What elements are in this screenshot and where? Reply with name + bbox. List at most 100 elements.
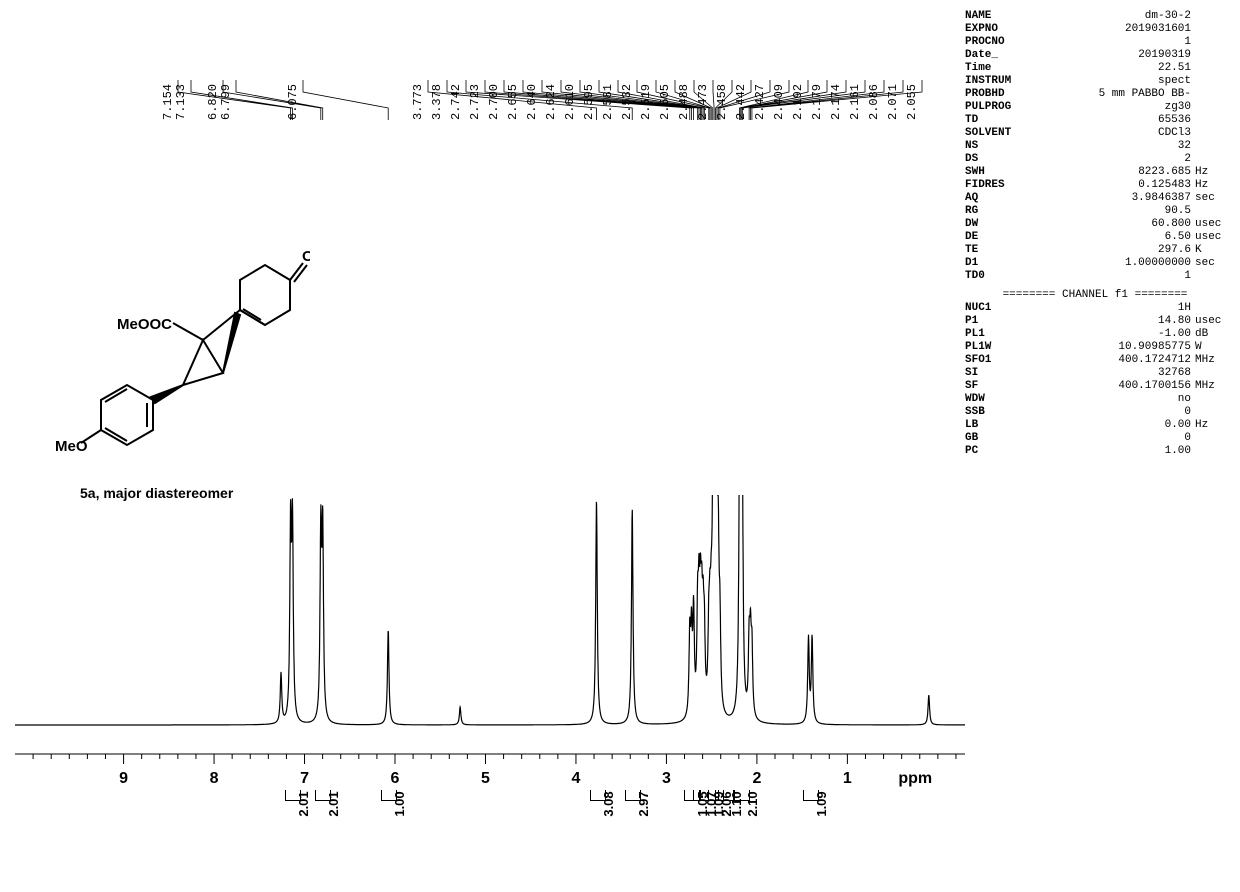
param-row: GB0 [965,432,1225,445]
param-key: P1 [965,315,1025,328]
param-row: SFO1400.1724712MHz [965,354,1225,367]
molecule-structure: O MeOOC MeO [55,225,310,480]
param-key: SI [965,367,1025,380]
param-value: 3.9846387 [1025,192,1195,205]
integral-value: 1.09 [814,791,829,816]
param-value: 1 [1025,270,1195,283]
param-unit [1195,270,1225,283]
integral-value: 2.01 [326,791,341,816]
param-value: spect [1025,75,1195,88]
param-key: EXPNO [965,23,1025,36]
param-unit [1195,432,1225,445]
param-key: PROBHD [965,88,1025,101]
param-value: 0 [1025,432,1195,445]
param-key: RG [965,205,1025,218]
param-unit [1195,101,1225,114]
param-unit [1195,140,1225,153]
param-key: DW [965,218,1025,231]
param-value: 90.5 [1025,205,1195,218]
param-row: AQ3.9846387sec [965,192,1225,205]
param-unit [1195,445,1225,458]
param-key: SSB [965,406,1025,419]
param-unit [1195,62,1225,75]
param-row: Date_20190319 [965,49,1225,62]
param-unit: sec [1195,257,1225,270]
param-key: TD [965,114,1025,127]
param-row: PROBHD5 mm PABBO BB- [965,88,1225,101]
param-row: PL1W10.90985775W [965,341,1225,354]
axis-tick-label: 7 [300,770,309,788]
param-row: DE6.50usec [965,231,1225,244]
param-row: FIDRES0.125483Hz [965,179,1225,192]
param-value: 32768 [1025,367,1195,380]
param-key: TE [965,244,1025,257]
param-row: SI32768 [965,367,1225,380]
param-key: PC [965,445,1025,458]
param-row: PROCNO1 [965,36,1225,49]
param-row: RG90.5 [965,205,1225,218]
param-unit: Hz [1195,179,1225,192]
param-value: 8223.685 [1025,166,1195,179]
param-value: 2 [1025,153,1195,166]
param-key: PL1W [965,341,1025,354]
param-value: 60.800 [1025,218,1195,231]
param-value: 6.50 [1025,231,1195,244]
param-unit [1195,49,1225,62]
param-value: dm-30-2 [1025,10,1195,23]
param-unit: dB [1195,328,1225,341]
param-key: Time [965,62,1025,75]
param-row: EXPNO2019031601 [965,23,1225,36]
param-row: WDWno [965,393,1225,406]
param-row: NAMEdm-30-2 [965,10,1225,23]
param-key: Date_ [965,49,1025,62]
peak-label-brackets [165,80,945,120]
param-row: DS2 [965,153,1225,166]
param-unit [1195,367,1225,380]
param-key: D1 [965,257,1025,270]
param-unit [1195,23,1225,36]
param-key: NS [965,140,1025,153]
param-unit: K [1195,244,1225,257]
param-unit: usec [1195,231,1225,244]
axis-tick-label: 3 [662,770,671,788]
meooc-label: MeOOC [117,316,172,333]
param-value: 2019031601 [1025,23,1195,36]
param-row: SOLVENTCDCl3 [965,127,1225,140]
param-unit [1195,10,1225,23]
param-value: 1.00000000 [1025,257,1195,270]
param-value: CDCl3 [1025,127,1195,140]
param-unit: usec [1195,315,1225,328]
param-unit [1195,205,1225,218]
param-key: SF [965,380,1025,393]
param-row: TD65536 [965,114,1225,127]
ppm-axis: 987654321ppm [15,748,975,788]
param-key: LB [965,419,1025,432]
param-key: GB [965,432,1025,445]
param-value: 0 [1025,406,1195,419]
param-value: 65536 [1025,114,1195,127]
param-unit [1195,153,1225,166]
param-value: 297.6 [1025,244,1195,257]
param-unit [1195,302,1225,315]
param-unit: W [1195,341,1225,354]
meo-label: MeO [55,438,88,455]
param-value: 14.80 [1025,315,1195,328]
axis-tick-label: 1 [843,770,852,788]
param-value: 1 [1025,36,1195,49]
param-value: 22.51 [1025,62,1195,75]
carbonyl-o-label: O [302,248,310,265]
param-key: FIDRES [965,179,1025,192]
param-unit: usec [1195,218,1225,231]
param-value: 400.1700156 [1025,380,1195,393]
param-unit: MHz [1195,380,1225,393]
param-unit [1195,88,1225,101]
param-row: NS32 [965,140,1225,153]
param-value: 0.00 [1025,419,1195,432]
param-key: DE [965,231,1025,244]
param-key: INSTRUM [965,75,1025,88]
param-row: INSTRUMspect [965,75,1225,88]
param-row: P114.80usec [965,315,1225,328]
integrals: 2.012.011.003.082.971.051.071.092.061.10… [15,790,965,860]
param-value: 1H [1025,302,1195,315]
param-value: 32 [1025,140,1195,153]
